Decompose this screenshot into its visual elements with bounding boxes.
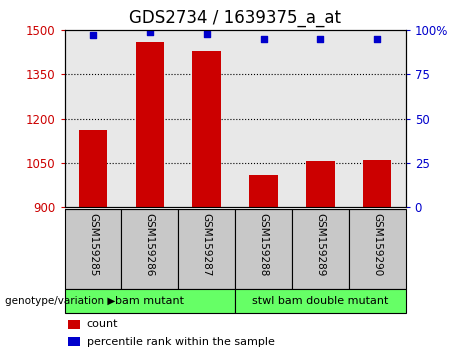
Text: GSM159289: GSM159289 xyxy=(315,213,325,276)
Text: percentile rank within the sample: percentile rank within the sample xyxy=(87,337,275,347)
Bar xyxy=(349,209,406,289)
Bar xyxy=(68,320,80,329)
Text: GSM159288: GSM159288 xyxy=(259,213,269,276)
Bar xyxy=(68,337,80,346)
Point xyxy=(203,31,210,36)
Point xyxy=(260,36,267,42)
Text: GSM159285: GSM159285 xyxy=(88,213,98,276)
Text: stwl bam double mutant: stwl bam double mutant xyxy=(252,296,389,306)
Point xyxy=(373,36,381,42)
Bar xyxy=(235,289,406,313)
Point xyxy=(89,33,97,38)
Point xyxy=(146,29,154,35)
Bar xyxy=(79,130,107,207)
Bar xyxy=(235,209,292,289)
Point xyxy=(317,36,324,42)
Bar xyxy=(193,51,221,207)
Bar xyxy=(178,209,235,289)
Bar xyxy=(65,289,235,313)
Text: genotype/variation ▶: genotype/variation ▶ xyxy=(5,296,115,306)
Bar xyxy=(121,209,178,289)
Bar xyxy=(306,161,335,207)
Bar xyxy=(65,209,121,289)
Text: bam mutant: bam mutant xyxy=(115,296,184,306)
Bar xyxy=(136,42,164,207)
Text: GSM159286: GSM159286 xyxy=(145,213,155,276)
Text: count: count xyxy=(87,319,118,330)
Text: GSM159287: GSM159287 xyxy=(201,213,212,276)
Bar xyxy=(249,175,278,207)
Text: GSM159290: GSM159290 xyxy=(372,213,382,276)
Title: GDS2734 / 1639375_a_at: GDS2734 / 1639375_a_at xyxy=(129,10,341,27)
Bar xyxy=(363,160,391,207)
Bar xyxy=(292,209,349,289)
